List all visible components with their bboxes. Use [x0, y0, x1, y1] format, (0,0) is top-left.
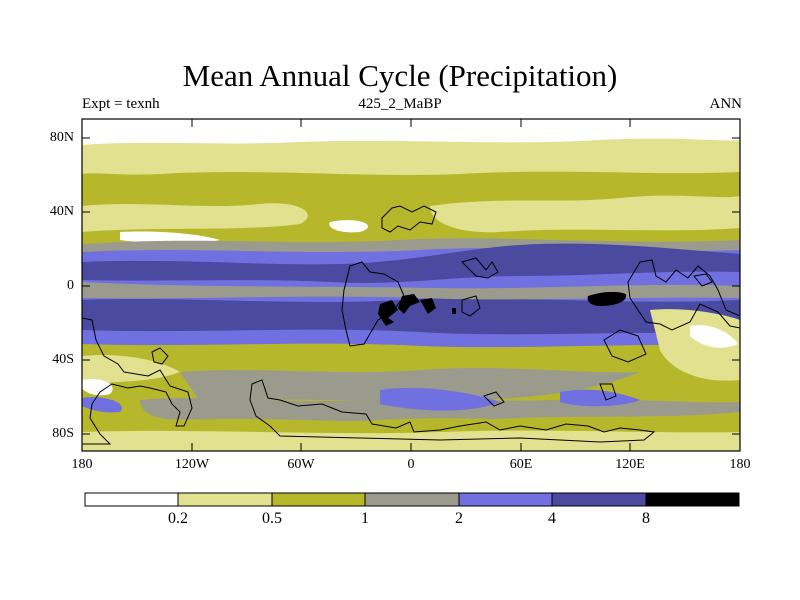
colorbar-label-4: 4 — [548, 510, 556, 527]
lat-ticks — [82, 137, 740, 435]
colorbar-label-1: 1 — [361, 510, 369, 527]
colorbar-bin-3 — [271, 492, 366, 507]
lat-label-80s: 80S — [52, 426, 74, 441]
precipitation-field — [82, 119, 740, 451]
lon-label-180e: 180 — [729, 457, 751, 472]
lon-label-60e: 60E — [509, 457, 533, 472]
colorbar — [84, 492, 740, 507]
colorbar-label-0-5: 0.5 — [262, 510, 282, 527]
lat-label-80n: 80N — [49, 130, 74, 145]
colorbar-label-8: 8 — [642, 510, 650, 527]
experiment-label: Expt = texnh — [82, 96, 160, 112]
lon-label-0: 0 — [407, 457, 415, 472]
lon-label-60w: 60W — [287, 457, 315, 472]
map-title: Mean Annual Cycle (Precipitation) — [182, 58, 618, 93]
colorbar-label-0-2: 0.2 — [168, 510, 188, 527]
lon-label-180w: 180 — [71, 457, 93, 472]
period-label: 425_2_MaBP — [358, 96, 442, 112]
colorbar-bin-1 — [84, 492, 179, 507]
season-label: ANN — [709, 96, 743, 112]
lon-label-120w: 120W — [174, 457, 210, 472]
lat-label-eq: 0 — [67, 278, 74, 293]
colorbar-bin-7 — [645, 492, 740, 507]
colorbar-bin-6 — [551, 492, 647, 507]
colorbar-label-2: 2 — [455, 510, 463, 527]
lat-label-40s: 40S — [52, 352, 74, 367]
lat-label-40n: 40N — [49, 204, 74, 219]
coastlines — [82, 205, 740, 445]
lon-ticks — [191, 119, 631, 451]
lon-label-120e: 120E — [615, 457, 645, 472]
colorbar-bin-4 — [364, 492, 460, 507]
colorbar-bin-2 — [177, 492, 273, 507]
colorbar-bin-5 — [458, 492, 553, 507]
